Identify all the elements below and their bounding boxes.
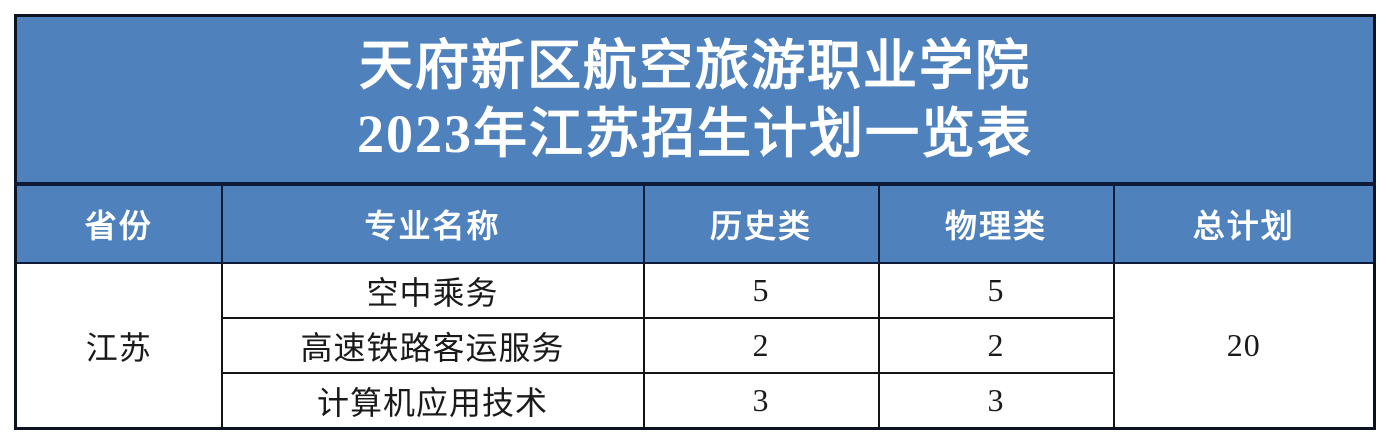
header-cell-major: 专业名称 [220,184,645,264]
enrollment-table: 天府新区航空旅游职业学院 2023年江苏招生计划一览表 省份 专业名称 历史类 … [14,14,1376,430]
title-line-2: 2023年江苏招生计划一览表 [357,103,1033,164]
header-cell-province: 省份 [14,184,223,264]
cell-physics-3: 3 [877,372,1115,430]
header-cell-total: 总计划 [1112,184,1376,264]
cell-major-1: 空中乘务 [220,262,645,319]
table-row: 计算机应用技术 3 3 [16,372,1375,430]
cell-history-3: 3 [642,372,880,430]
cell-major-3: 计算机应用技术 [220,372,645,430]
cell-province: 江苏 [14,262,223,430]
table-row: 江苏 空中乘务 5 5 20 [14,262,1376,430]
enrollment-plan-sheet: 天府新区航空旅游职业学院 2023年江苏招生计划一览表 省份 专业名称 历史类 … [14,14,1376,430]
cell-major-2: 高速铁路客运服务 [220,317,645,374]
cell-physics-1: 5 [877,262,1115,319]
header-row: 省份 专业名称 历史类 物理类 总计划 [14,184,1376,264]
cell-history-2: 2 [642,317,880,374]
table-title: 天府新区航空旅游职业学院 2023年江苏招生计划一览表 [15,15,1375,186]
table-row: 高速铁路客运服务 2 2 [16,317,1375,374]
header-cell-history: 历史类 [642,184,880,264]
cell-history-1: 5 [642,262,880,319]
cell-total-plan: 20 [1112,262,1376,430]
header-cell-physics: 物理类 [877,184,1115,264]
title-line-1: 天府新区航空旅游职业学院 [359,35,1031,96]
title-row: 天府新区航空旅游职业学院 2023年江苏招生计划一览表 [15,15,1375,186]
cell-physics-2: 2 [877,317,1115,374]
